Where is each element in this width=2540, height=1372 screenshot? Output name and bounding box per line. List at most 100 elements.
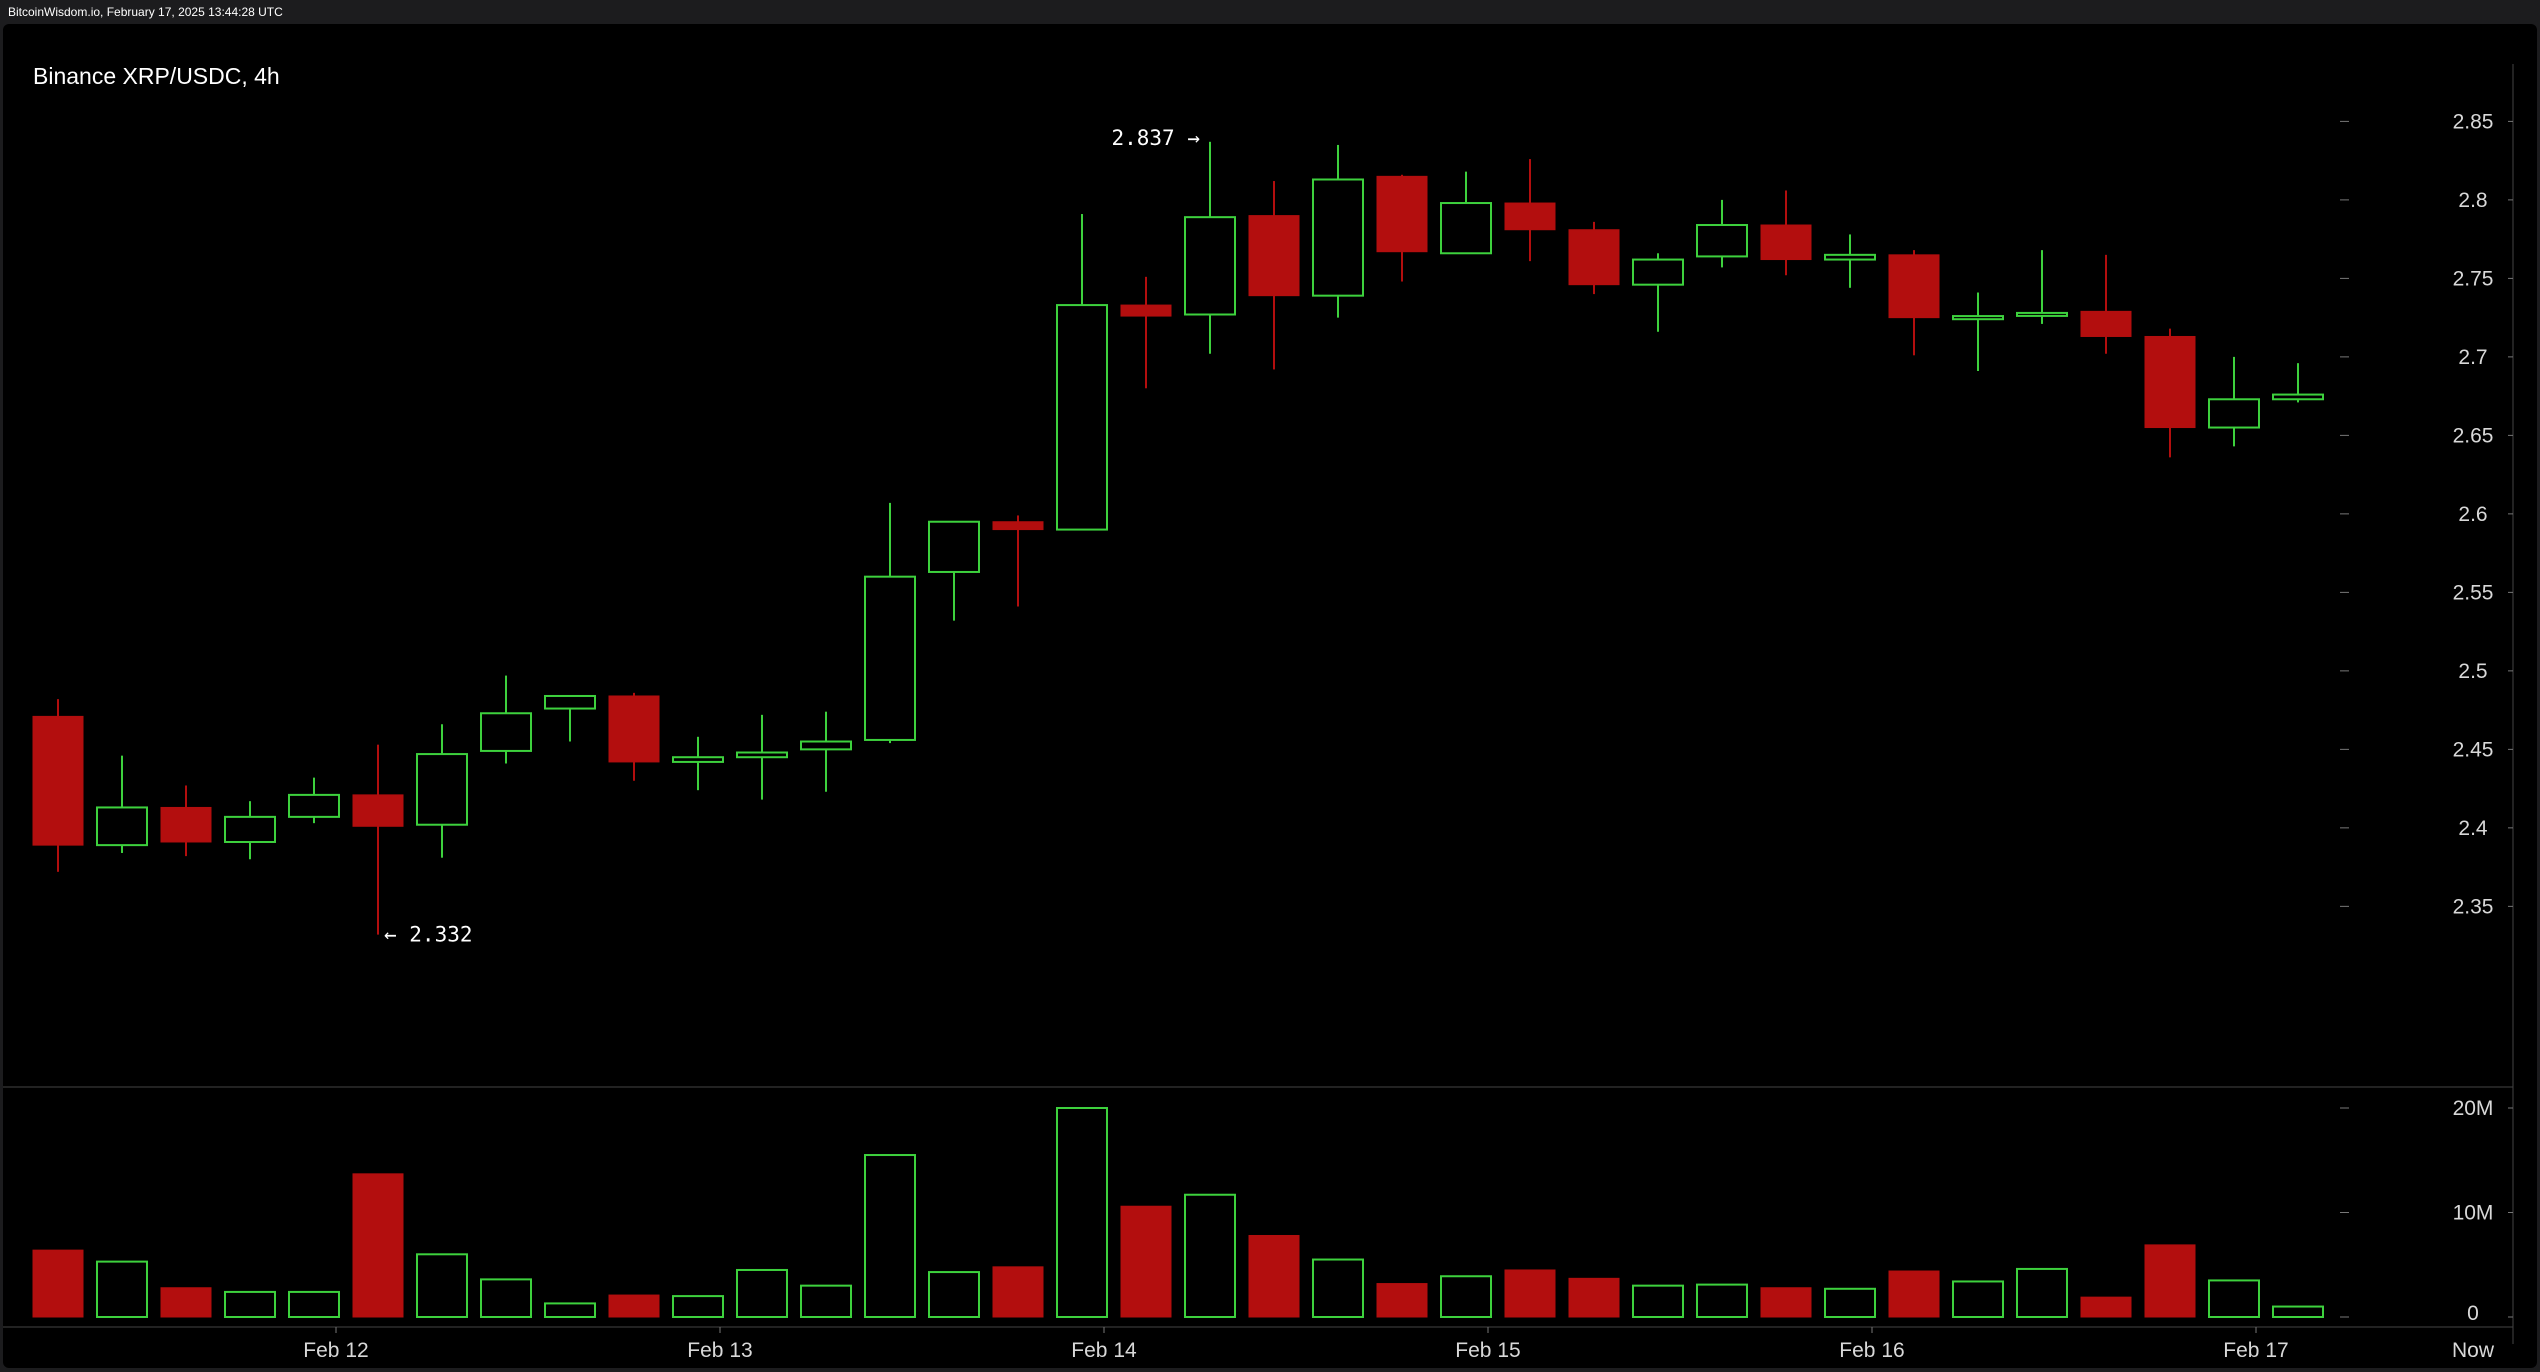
- candle-body-up: [1184, 216, 1236, 316]
- volume-bar-up: [1632, 1284, 1684, 1319]
- candle-body-down: [32, 715, 84, 846]
- candle-body-up: [96, 806, 148, 847]
- volume-bar-up: [672, 1295, 724, 1318]
- candle-body-up: [1952, 315, 2004, 321]
- candle-body-up: [2208, 398, 2260, 429]
- volume-bar-up: [2208, 1279, 2260, 1319]
- candle-body-down: [1376, 175, 1428, 253]
- low-price-annotation: ← 2.332: [384, 923, 473, 947]
- volume-bar-up: [1056, 1107, 1108, 1318]
- volume-bar-up: [800, 1284, 852, 1319]
- header-timestamp: BitcoinWisdom.io, February 17, 2025 13:4…: [8, 5, 283, 19]
- candle-body-down: [352, 794, 404, 827]
- price-tick-label: 2.5: [2458, 660, 2487, 683]
- candle-body-down: [608, 695, 660, 763]
- grid-layer: [3, 64, 2514, 1344]
- price-tick-label: 2.65: [2453, 424, 2494, 447]
- candle-body-down: [2144, 335, 2196, 429]
- volume-bar-down: [1888, 1270, 1940, 1318]
- candle-body-up: [1312, 178, 1364, 297]
- price-tick-label: 2.7: [2458, 346, 2487, 369]
- volume-bar-up: [480, 1278, 532, 1319]
- volume-bar-down: [608, 1294, 660, 1318]
- volume-bar-up: [544, 1302, 596, 1319]
- date-tick-label: Feb 17: [2223, 1339, 2288, 1362]
- volume-bar-up: [416, 1253, 468, 1319]
- volume-bar-down: [2144, 1244, 2196, 1318]
- volume-tick-label: 10M: [2453, 1202, 2494, 1225]
- candle-body-up: [672, 756, 724, 763]
- volume-bar-down: [1504, 1269, 1556, 1318]
- volume-bar-down: [1760, 1287, 1812, 1318]
- price-tick-label: 2.85: [2453, 110, 2494, 133]
- volume-bar-up: [1440, 1275, 1492, 1318]
- annotations: 2.837 → ← 2.332: [384, 126, 1200, 947]
- candle-body-down: [1888, 254, 1940, 319]
- volume-bar-down: [2080, 1296, 2132, 1318]
- volume-tick-label: 0: [2467, 1302, 2479, 1325]
- volume-bar-up: [2272, 1305, 2324, 1319]
- candle-body-up: [1056, 304, 1108, 531]
- candle-body-up: [1440, 202, 1492, 255]
- candle-body-up: [1824, 253, 1876, 261]
- candle-body-up: [416, 753, 468, 826]
- volume-bar-down: [992, 1266, 1044, 1318]
- volume-bar-down: [352, 1173, 404, 1318]
- candle-body-up: [2272, 393, 2324, 401]
- price-tick-label: 2.4: [2458, 817, 2488, 840]
- volume-bar-up: [736, 1268, 788, 1318]
- candle-body-up: [928, 520, 980, 573]
- volume-bar-up: [1952, 1280, 2004, 1318]
- candle-body-down: [2080, 310, 2132, 337]
- candle-body-down: [1120, 304, 1172, 317]
- date-tick-label: Feb 14: [1071, 1339, 1137, 1362]
- volume-bar-down: [1568, 1277, 1620, 1318]
- volume-bar-up: [1312, 1258, 1364, 1319]
- chart-title: Binance XRP/USDC, 4h: [33, 63, 280, 89]
- now-label: Now: [2452, 1339, 2495, 1362]
- chart-panel: 2.85 2.8 2.75 2.7 2.65 2.6 2.55 2.5 2.45 2.4 2.35 2…: [3, 24, 2537, 1368]
- price-tick-label: 2.8: [2458, 189, 2487, 212]
- price-tick-label: 2.55: [2453, 581, 2494, 604]
- candle-body-up: [544, 694, 596, 710]
- candle-body-up: [288, 793, 340, 818]
- price-tick-label: 2.75: [2453, 267, 2494, 290]
- candlestick-chart: 2.85 2.8 2.75 2.7 2.65 2.6 2.55 2.5 2.45 2.4 2.35 2…: [3, 64, 2514, 1362]
- candle-body-up: [480, 712, 532, 752]
- volume-bar-up: [224, 1290, 276, 1319]
- candles: [32, 141, 2324, 935]
- volume-bar-up: [1824, 1287, 1876, 1319]
- candle-body-down: [1248, 215, 1300, 297]
- volume-bar-down: [160, 1287, 212, 1318]
- volume-tick-label: 20M: [2453, 1097, 2494, 1120]
- candle-body-up: [1696, 224, 1748, 258]
- volume-bar-up: [864, 1154, 916, 1319]
- candle-body-up: [224, 815, 276, 843]
- candle-body-up: [1632, 258, 1684, 286]
- volume-bar-up: [1184, 1193, 1236, 1318]
- volume-bars: [32, 1107, 2324, 1319]
- high-price-annotation: 2.837 →: [1111, 126, 1200, 150]
- price-tick-label: 2.35: [2453, 895, 2494, 918]
- date-tick-label: Feb 12: [303, 1339, 368, 1362]
- candle-body-up: [2016, 311, 2068, 317]
- date-tick-label: Feb 13: [687, 1339, 752, 1362]
- candle-body-down: [160, 806, 212, 843]
- candle-body-up: [864, 575, 916, 741]
- candle-body-down: [1760, 224, 1812, 261]
- volume-bar-up: [288, 1290, 340, 1319]
- volume-bar-down: [1248, 1234, 1300, 1318]
- candle-body-down: [992, 521, 1044, 531]
- volume-bar-up: [2016, 1267, 2068, 1319]
- volume-bar-down: [32, 1249, 84, 1318]
- volume-bar-down: [1120, 1205, 1172, 1318]
- candle-body-down: [1504, 202, 1556, 231]
- date-tick-label: Feb 15: [1455, 1339, 1520, 1362]
- volume-bar-up: [1696, 1283, 1748, 1318]
- candle-body-down: [1568, 229, 1620, 286]
- candle-body-up: [800, 740, 852, 751]
- top-bar: BitcoinWisdom.io, February 17, 2025 13:4…: [0, 0, 2540, 22]
- date-tick-label: Feb 16: [1839, 1339, 1904, 1362]
- axis-labels: 2.85 2.8 2.75 2.7 2.65 2.6 2.55 2.5 2.45 2.4 2.35 2…: [303, 110, 2495, 1362]
- volume-bar-up: [96, 1260, 148, 1318]
